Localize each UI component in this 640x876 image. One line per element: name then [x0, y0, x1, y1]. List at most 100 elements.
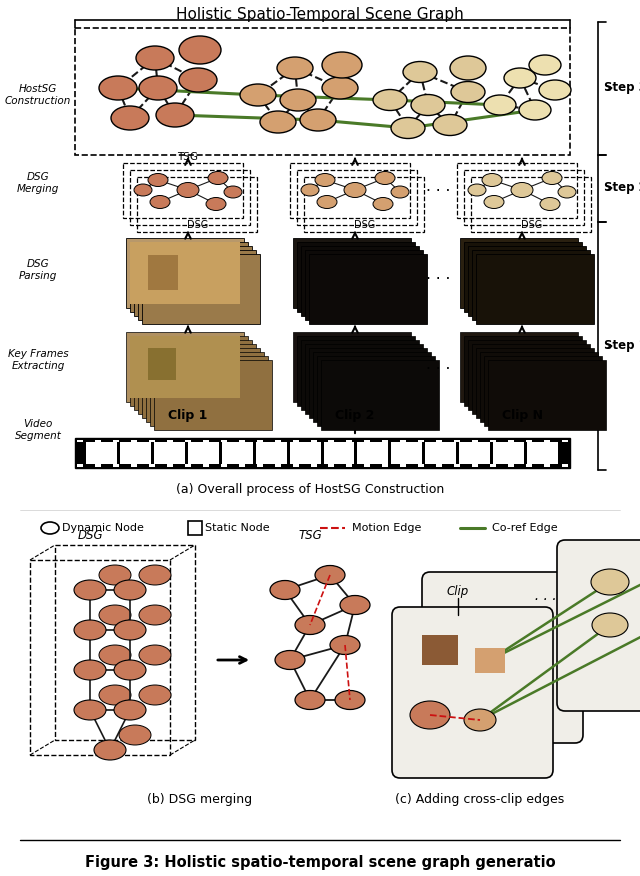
Ellipse shape: [484, 95, 516, 115]
Ellipse shape: [119, 725, 151, 745]
FancyBboxPatch shape: [95, 464, 101, 467]
Text: Dynamic Node: Dynamic Node: [62, 523, 144, 533]
Ellipse shape: [111, 106, 149, 130]
FancyBboxPatch shape: [130, 336, 248, 406]
Text: · · ·: · · ·: [426, 272, 450, 287]
FancyBboxPatch shape: [391, 442, 422, 464]
FancyBboxPatch shape: [126, 332, 244, 402]
FancyBboxPatch shape: [346, 464, 353, 467]
FancyBboxPatch shape: [301, 340, 419, 410]
Ellipse shape: [330, 635, 360, 654]
Ellipse shape: [114, 660, 146, 680]
Ellipse shape: [179, 36, 221, 64]
Ellipse shape: [277, 57, 313, 79]
FancyBboxPatch shape: [257, 464, 262, 467]
FancyBboxPatch shape: [323, 442, 355, 464]
Ellipse shape: [41, 522, 59, 534]
Text: Clip: Clip: [447, 585, 469, 598]
FancyBboxPatch shape: [148, 348, 176, 380]
Text: Holistic Spatio-Temporal Scene Graph: Holistic Spatio-Temporal Scene Graph: [176, 6, 464, 22]
Ellipse shape: [224, 186, 242, 198]
FancyBboxPatch shape: [346, 440, 353, 442]
FancyBboxPatch shape: [422, 572, 583, 743]
Text: Clip 2: Clip 2: [335, 409, 374, 422]
FancyBboxPatch shape: [468, 246, 586, 316]
Ellipse shape: [540, 197, 560, 210]
Text: DSG
Parsing: DSG Parsing: [19, 259, 57, 281]
FancyBboxPatch shape: [313, 352, 431, 422]
FancyBboxPatch shape: [188, 442, 219, 464]
FancyBboxPatch shape: [382, 440, 388, 442]
Ellipse shape: [270, 581, 300, 599]
Text: TSG: TSG: [298, 529, 322, 542]
FancyBboxPatch shape: [142, 348, 260, 418]
Text: Clip 1: Clip 1: [168, 409, 208, 422]
Ellipse shape: [373, 89, 407, 110]
Ellipse shape: [301, 184, 319, 196]
FancyBboxPatch shape: [297, 336, 415, 406]
Ellipse shape: [240, 84, 276, 106]
Ellipse shape: [295, 690, 325, 710]
FancyBboxPatch shape: [305, 250, 423, 320]
Ellipse shape: [148, 173, 168, 187]
Ellipse shape: [558, 186, 576, 198]
Ellipse shape: [340, 596, 370, 614]
Text: HostSG
Construction: HostSG Construction: [5, 84, 71, 106]
FancyBboxPatch shape: [426, 442, 456, 464]
FancyBboxPatch shape: [364, 440, 371, 442]
Ellipse shape: [139, 76, 177, 100]
FancyBboxPatch shape: [460, 332, 578, 402]
Ellipse shape: [139, 565, 171, 585]
FancyBboxPatch shape: [544, 440, 550, 442]
Ellipse shape: [411, 95, 445, 116]
Ellipse shape: [275, 651, 305, 669]
FancyBboxPatch shape: [309, 348, 427, 418]
FancyBboxPatch shape: [419, 440, 424, 442]
Ellipse shape: [114, 620, 146, 640]
Text: DSG
Merging: DSG Merging: [17, 173, 59, 194]
FancyBboxPatch shape: [154, 360, 272, 430]
FancyBboxPatch shape: [130, 336, 240, 398]
Ellipse shape: [315, 173, 335, 187]
FancyBboxPatch shape: [557, 540, 640, 711]
FancyBboxPatch shape: [148, 255, 178, 290]
FancyBboxPatch shape: [436, 440, 442, 442]
Ellipse shape: [482, 173, 502, 187]
Text: · · ·: · · ·: [426, 185, 450, 200]
FancyBboxPatch shape: [484, 356, 602, 426]
Ellipse shape: [433, 115, 467, 136]
Ellipse shape: [484, 195, 504, 208]
Text: · · ·: · · ·: [534, 593, 556, 607]
Ellipse shape: [519, 100, 551, 120]
FancyBboxPatch shape: [301, 246, 419, 316]
FancyBboxPatch shape: [460, 238, 578, 308]
Ellipse shape: [139, 605, 171, 625]
FancyBboxPatch shape: [113, 464, 119, 467]
FancyBboxPatch shape: [493, 442, 524, 464]
FancyBboxPatch shape: [464, 242, 582, 312]
Ellipse shape: [451, 81, 485, 102]
Text: (c) Adding cross-clip edges: (c) Adding cross-clip edges: [396, 794, 564, 807]
FancyBboxPatch shape: [305, 344, 423, 414]
Ellipse shape: [74, 700, 106, 720]
FancyBboxPatch shape: [292, 440, 298, 442]
Ellipse shape: [468, 184, 486, 196]
Ellipse shape: [335, 690, 365, 710]
FancyBboxPatch shape: [167, 464, 173, 467]
FancyBboxPatch shape: [490, 440, 496, 442]
Text: Video
Segment: Video Segment: [15, 420, 61, 441]
Text: Clip N: Clip N: [502, 409, 543, 422]
FancyBboxPatch shape: [544, 464, 550, 467]
FancyBboxPatch shape: [472, 250, 590, 320]
FancyBboxPatch shape: [221, 440, 227, 442]
Ellipse shape: [99, 685, 131, 705]
Ellipse shape: [403, 61, 437, 82]
Ellipse shape: [317, 195, 337, 208]
Ellipse shape: [322, 77, 358, 99]
Text: TSG: TSG: [177, 152, 198, 162]
FancyBboxPatch shape: [472, 440, 478, 442]
Ellipse shape: [134, 184, 152, 196]
FancyBboxPatch shape: [120, 442, 151, 464]
FancyBboxPatch shape: [131, 464, 137, 467]
FancyBboxPatch shape: [309, 254, 427, 324]
